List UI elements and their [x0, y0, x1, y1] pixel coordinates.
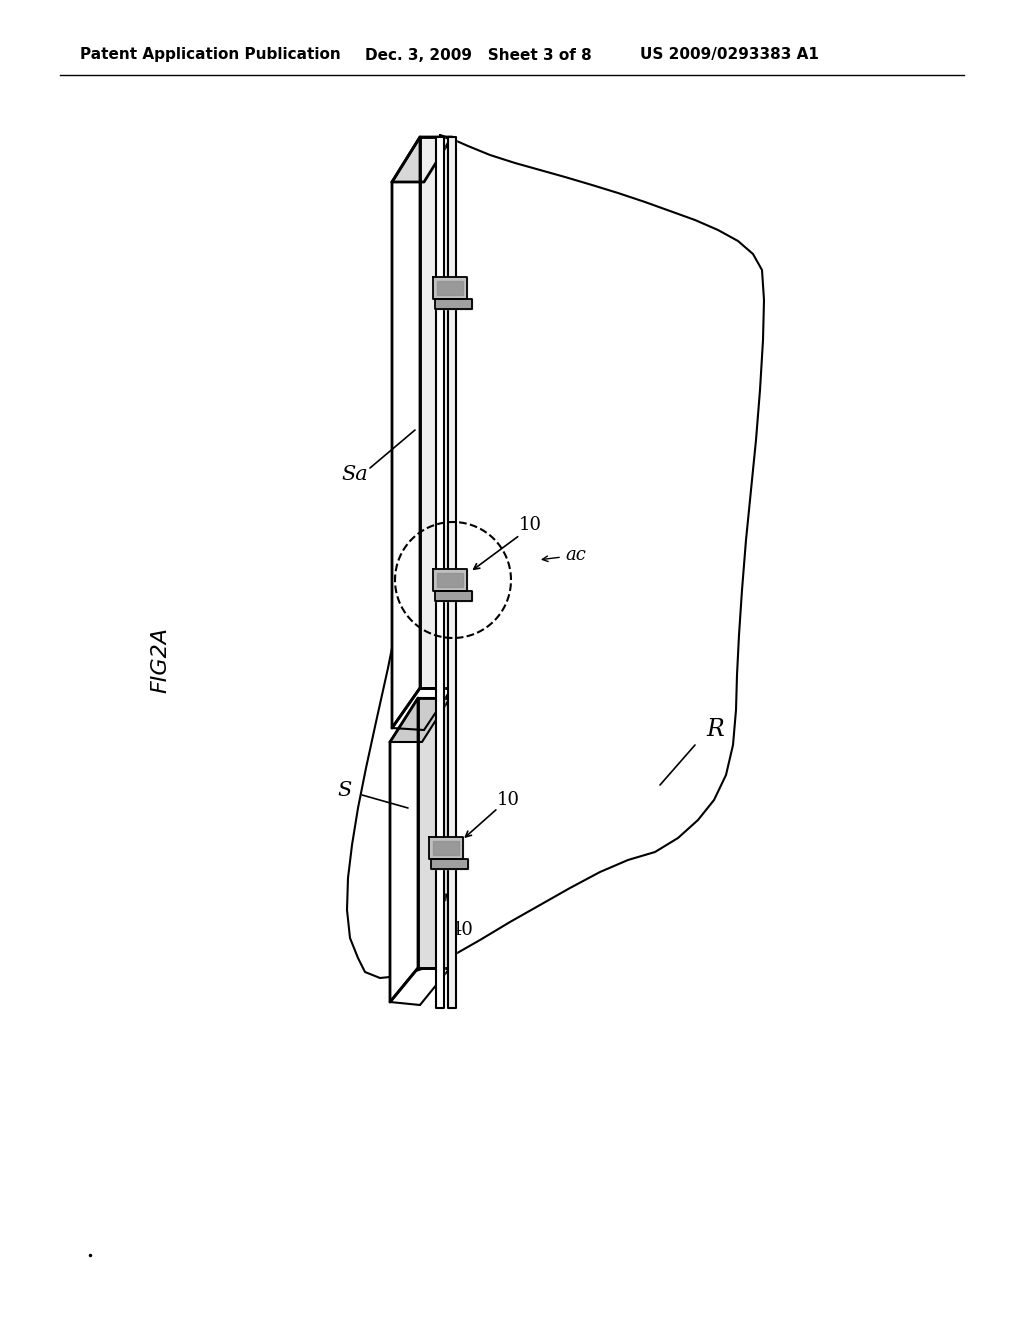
Text: FIG2A: FIG2A [150, 627, 170, 693]
Polygon shape [429, 837, 463, 859]
Polygon shape [435, 300, 472, 309]
Polygon shape [436, 137, 444, 1008]
Polygon shape [437, 573, 463, 587]
Polygon shape [418, 698, 450, 968]
Polygon shape [420, 137, 452, 688]
Text: R: R [707, 718, 724, 742]
Polygon shape [431, 859, 468, 869]
Text: Patent Application Publication: Patent Application Publication [80, 48, 341, 62]
Polygon shape [437, 281, 463, 294]
Polygon shape [435, 591, 472, 601]
Text: 40: 40 [451, 921, 473, 939]
Polygon shape [392, 137, 420, 729]
Text: Sa: Sa [342, 466, 369, 484]
Polygon shape [390, 698, 418, 1002]
Text: ac: ac [565, 546, 587, 564]
Text: 10: 10 [497, 791, 519, 809]
Polygon shape [433, 277, 467, 300]
Text: Dec. 3, 2009   Sheet 3 of 8: Dec. 3, 2009 Sheet 3 of 8 [365, 48, 592, 62]
Polygon shape [433, 841, 459, 855]
Text: S: S [338, 780, 352, 800]
Text: 10: 10 [518, 516, 542, 535]
Polygon shape [392, 137, 452, 182]
Polygon shape [347, 135, 764, 978]
Text: US 2009/0293383 A1: US 2009/0293383 A1 [640, 48, 819, 62]
Polygon shape [433, 569, 467, 591]
Polygon shape [390, 698, 450, 742]
Polygon shape [449, 137, 456, 1008]
